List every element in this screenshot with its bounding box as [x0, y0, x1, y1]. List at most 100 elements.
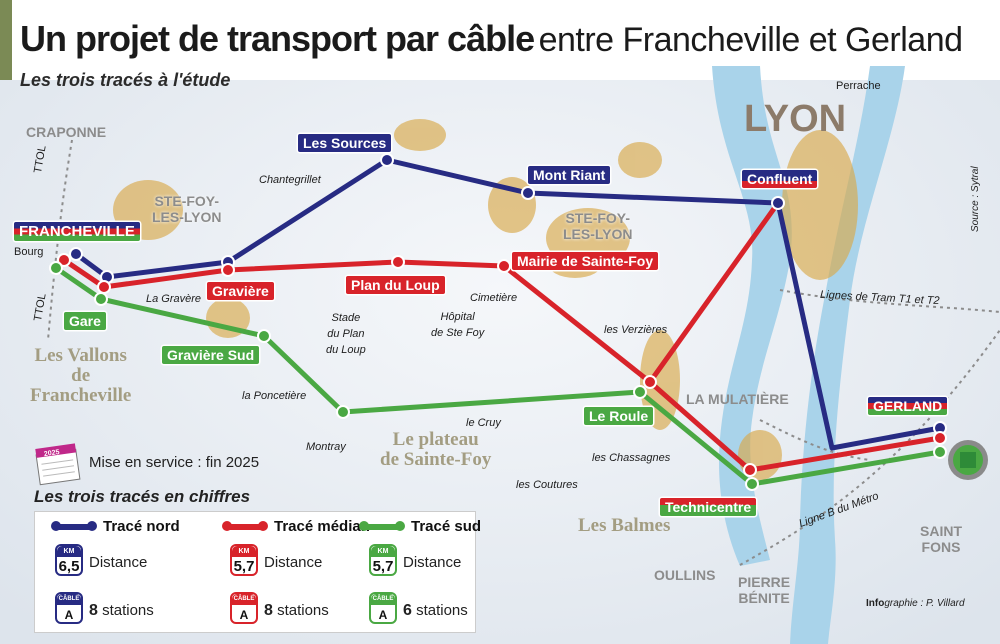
credit-rest: graphie : P. Villard [884, 598, 965, 609]
legend-head-median: Tracé médian [222, 518, 370, 535]
credit: Infographie : P. Villard [866, 598, 965, 609]
locality-hopital-line2: de Ste Foy [431, 327, 485, 339]
place-perrache: Perrache [836, 80, 881, 92]
locality-stade-line3: du Loup [326, 344, 366, 356]
cable-badge-sud-label: CÂBLE [371, 594, 395, 605]
area-plateau-line2: de Sainte-Foy [380, 449, 492, 470]
legend-head-sud: Tracé sud [359, 518, 482, 535]
km-badge-nord-value: 6,5 [58, 558, 80, 575]
place-ste-foy-west-line1: STE-FOY- [154, 193, 220, 209]
legend-name-median: Tracé médian [274, 518, 370, 535]
cable-badge-median-label: CÂBLE [232, 594, 256, 605]
locality-stade-line1: Stade [331, 312, 361, 324]
locality-le-cruy: le Cruy [466, 417, 501, 429]
title-bold: Un projet de transport par câble [20, 18, 535, 59]
legend-line-sud [359, 521, 405, 532]
area-vallons-line2: de [71, 365, 91, 386]
cable-badge-median: CÂBLE A [230, 592, 258, 624]
source-note: Source : Sytral [970, 166, 981, 232]
legend-stations-sud-count: 6 [403, 602, 412, 619]
km-badge-sud-value: 5,7 [372, 558, 394, 575]
place-benite: BÉNITE [738, 590, 790, 606]
area-vallons-line1: Les Vallons [34, 345, 127, 366]
legend-col-sud: Tracé sud KM 5,7 Distance CÂBLE A 6 stat… [349, 512, 481, 632]
title-band [12, 0, 1000, 80]
station-graviere-sud: Gravière Sud [162, 346, 260, 364]
legend-distance-sud: Distance [403, 554, 462, 571]
legend-stations-median-count: 8 [264, 602, 273, 619]
locality-la-graviere: La Gravère [146, 293, 202, 305]
place-oullins: OULLINS [654, 567, 716, 583]
place-ste-foy-west-line2: LES-LYON [152, 209, 222, 225]
locality-bourg: Bourg [14, 246, 44, 258]
locality-stade-line2: du Plan [327, 328, 365, 340]
river-saone [712, 66, 792, 566]
station-francheville: FRANCHEVILLE [14, 222, 140, 241]
river-rhone [790, 66, 905, 644]
station-le-roule: Le Roule [584, 407, 654, 425]
map-title: Un projet de transport par câble entre F… [20, 18, 963, 60]
km-badge-median: KM 5,7 [230, 544, 258, 576]
km-badge-median-label: KM [232, 546, 256, 557]
legend-stations-sud-label: stations [416, 602, 468, 619]
legend-stations-median: 8 stations [264, 602, 329, 620]
km-badge-sud: KM 5,7 [369, 544, 397, 576]
place-ste-foy-west: STE-FOY- LES-LYON [152, 193, 222, 225]
station-graviere: Gravière [207, 282, 274, 300]
credit-bold: Info [866, 598, 885, 609]
km-badge-sud-label: KM [371, 546, 395, 557]
locality-chassagnes: les Chassagnes [592, 452, 671, 464]
locality-hopital: Hôpital de Ste Foy [431, 309, 484, 341]
locality-cimetiere: Cimetière [470, 292, 518, 304]
place-fons: FONS [921, 539, 961, 555]
area-plateau-line1: Le plateau [392, 429, 479, 450]
legend-line-median [222, 521, 268, 532]
km-badge-nord-label: KM [57, 546, 81, 557]
locality-montray: Montray [306, 441, 346, 453]
service-date: Mise en service : fin 2025 [89, 454, 260, 471]
area-plateau: Le plateau de Sainte-Foy [380, 430, 491, 470]
trace-median-line [61, 200, 943, 473]
area-vallons: Les Vallons de Francheville [30, 346, 131, 406]
title-rest: entre Francheville et Gerland [538, 21, 963, 59]
place-pierre: PIERRE [738, 574, 791, 590]
locality-verzieres: les Verzières [604, 324, 668, 336]
legend-col-median: Tracé médian KM 5,7 Distance CÂBLE A 8 s… [210, 512, 370, 632]
cable-badge-nord: CÂBLE A [55, 592, 83, 624]
legend-title: Les trois tracés en chiffres [34, 487, 251, 506]
station-plan-du-loup: Plan du Loup [346, 276, 445, 294]
locality-chantegrillet: Chantegrillet [259, 174, 321, 186]
legend-distance-nord: Distance [89, 554, 148, 571]
gondola-icon: A [378, 608, 388, 622]
trace-nord-line [73, 157, 943, 451]
legend-stations-sud: 6 stations [403, 602, 468, 620]
place-saint-fons: SAINT FONS [920, 523, 962, 555]
place-craponne: CRAPONNE [26, 124, 107, 140]
station-dots [49, 153, 947, 491]
legend-stations-nord-count: 8 [89, 602, 98, 619]
cable-badge-nord-label: CÂBLE [57, 594, 81, 605]
km-badge-nord: KM 6,5 [55, 544, 83, 576]
legend-stations-nord: 8 stations [89, 602, 154, 620]
legend-name-nord: Tracé nord [103, 518, 180, 535]
station-mairie-sainte-foy: Mairie de Sainte-Foy [512, 252, 659, 270]
place-ste-foy-east-line2: LES-LYON [563, 226, 633, 242]
place-ste-foy-east: STE-FOY- LES-LYON [563, 210, 633, 242]
place-ste-foy-east-line1: STE-FOY- [565, 210, 631, 226]
stadium-icon [948, 440, 988, 480]
locality-hopital-line1: Hôpital [440, 311, 475, 323]
station-confluent: Confluent [742, 170, 818, 188]
area-balmes: Les Balmes [578, 515, 671, 536]
station-mont-riant: Mont Riant [528, 166, 611, 184]
legend-head-nord: Tracé nord [51, 518, 180, 535]
locality-stade: Stade du Plan du Loup [326, 310, 366, 358]
locality-poncetiere: la Poncetière [242, 390, 307, 402]
station-technicentre: Technicentre [660, 498, 757, 516]
gondola-icon: A [239, 608, 249, 622]
legend-name-sud: Tracé sud [411, 518, 482, 535]
station-gare: Gare [64, 312, 106, 330]
legend-col-nord: Tracé nord KM 6,5 Distance CÂBLE A 8 sta… [35, 512, 181, 632]
legend-stations-median-label: stations [277, 602, 329, 619]
area-vallons-line3: Francheville [30, 385, 132, 406]
locality-coutures: les Coutures [516, 479, 578, 491]
